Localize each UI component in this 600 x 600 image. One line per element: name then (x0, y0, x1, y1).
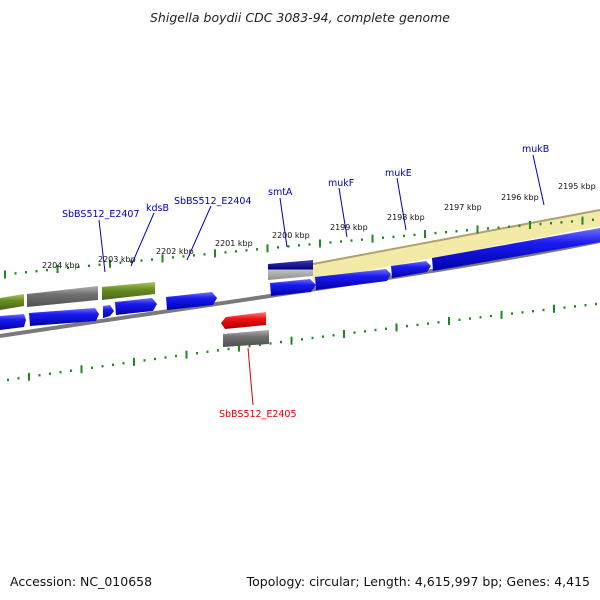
scale-tick-label: 2197 kbp (444, 203, 482, 212)
gene-grey-SbBS512_E2405 (223, 330, 269, 347)
gene-count-text: Genes: 4,415 (506, 574, 590, 589)
gene-forward-3 (103, 305, 114, 318)
svg-text:SbBS512_E2407: SbBS512_E2407 (62, 209, 140, 220)
svg-text:SbBS512_E2404: SbBS512_E2404 (174, 196, 252, 207)
scale-tick-label: 2199 kbp (330, 223, 368, 232)
genome-stats: Topology: circular; Length: 4,615,997 bp… (247, 574, 590, 589)
gene-label-SbBS512_E2405[interactable]: SbBS512_E2405 (219, 347, 297, 420)
scale-tick-label: 2202 kbp (156, 247, 194, 256)
gene-reverse-SbBS512_E2405 (221, 312, 266, 329)
gene-label-mukE[interactable]: mukE (385, 168, 412, 231)
scale-tick-label: 2201 kbp (215, 239, 253, 248)
scale-tick-labels: 2204 kbp 2203 kbp 2202 kbp 2201 kbp 2200 kbp… (42, 182, 596, 270)
length-text: Length: 4,615,997 bp; (363, 574, 503, 589)
gene-label-mukB[interactable]: mukB (522, 144, 549, 206)
scale-tick-label: 2195 kbp (558, 182, 596, 191)
scale-tick-label: 2203 kbp (98, 255, 136, 264)
gene-grey-left (0, 294, 24, 310)
gene-forward-mukB (432, 228, 600, 271)
gene-label-kdsB[interactable]: kdsB (130, 203, 169, 267)
gene-forward-1 (0, 314, 26, 330)
highlight-band-edge (312, 209, 600, 265)
svg-text:smtA: smtA (268, 187, 293, 198)
inner-scale-ticks (7, 302, 597, 382)
gene-olive-kdsB (102, 282, 155, 300)
svg-text:mukB: mukB (522, 144, 549, 155)
scale-tick-label: 2198 kbp (387, 213, 425, 222)
scale-tick-label: 2196 kbp (501, 193, 539, 202)
svg-text:kdsB: kdsB (146, 203, 169, 214)
scale-tick-label: 2204 kbp (42, 261, 80, 270)
scale-tick-label: 2200 kbp (272, 231, 310, 240)
topology-text: Topology: circular; (246, 574, 360, 589)
gene-forward-SbBS512_E2404 (166, 292, 217, 310)
svg-text:mukF: mukF (328, 178, 354, 189)
gene-label-mukF[interactable]: mukF (328, 178, 354, 238)
svg-text:mukE: mukE (385, 168, 412, 179)
gene-label-SbBS512_E2407[interactable]: SbBS512_E2407 (62, 209, 140, 273)
svg-text:SbBS512_E2405: SbBS512_E2405 (219, 409, 297, 420)
gene-forward-smtA (270, 279, 316, 296)
accession-text: Accession: NC_010658 (10, 574, 153, 589)
gene-grey-1 (27, 286, 98, 307)
gene-forward-mukF (315, 269, 391, 290)
gene-label-smtA[interactable]: smtA (268, 187, 293, 248)
gene-forward-2 (29, 308, 99, 326)
gene-navy-smtA (268, 260, 313, 280)
gene-label-SbBS512_E2404[interactable]: SbBS512_E2404 (174, 196, 252, 261)
outer-scale-ticks (4, 216, 594, 279)
map-title: Shigella boydii CDC 3083-94, complete ge… (149, 10, 451, 25)
highlight-band (313, 210, 600, 281)
gene-forward-4 (115, 298, 157, 315)
gene-forward-mukE (391, 261, 431, 278)
